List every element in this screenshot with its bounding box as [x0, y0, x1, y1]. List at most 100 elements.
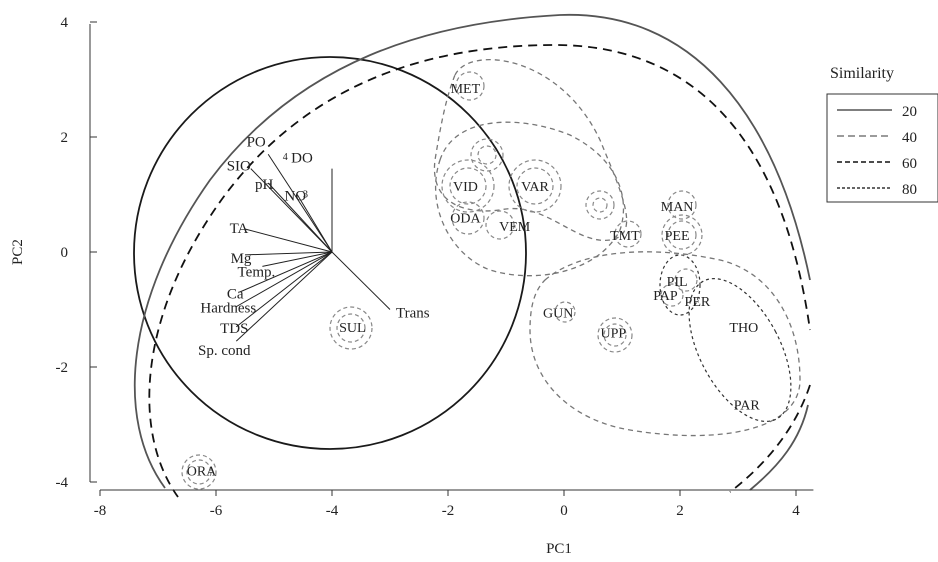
vector-label: SIO [227, 159, 251, 175]
site-upp: UPP [600, 327, 626, 342]
site-clusters [181, 71, 703, 490]
cluster-pap [660, 283, 684, 307]
y-tick-label: 2 [61, 130, 69, 146]
cluster-var [516, 167, 554, 205]
vector-label: Trans [396, 306, 430, 322]
subscript-label: 3 [303, 189, 308, 200]
legend-title: Similarity [830, 65, 894, 82]
cluster-b2 [592, 197, 608, 213]
legend-label-80: 80 [902, 182, 917, 198]
site-ora: ORA [187, 465, 217, 480]
site-oda: ODA [450, 212, 481, 227]
legend-label-60: 60 [902, 156, 917, 172]
vector-sio [250, 168, 333, 253]
cluster-upp [603, 323, 627, 347]
correlation-circle [133, 56, 527, 450]
similarity-contours [133, 14, 811, 498]
cluster-upp-outer [597, 317, 633, 353]
axes: -8 -6 -4 -2 0 2 4 -4 -2 0 2 4 PC1 PC2 [10, 15, 814, 557]
vector-mg [244, 251, 333, 256]
cluster-pee [667, 220, 697, 250]
contour-40-upper [433, 58, 628, 241]
vector-label: Hardness [200, 301, 256, 317]
vector-spcond [235, 251, 333, 342]
site-pap: PAP [653, 289, 678, 304]
vector-trans [331, 251, 391, 310]
y-axis-label: PC2 [10, 239, 26, 265]
cluster-vid-outer [441, 159, 495, 213]
x-tick-label: -4 [326, 503, 339, 519]
cluster-vem [485, 210, 515, 240]
vector-tds [235, 251, 333, 328]
vector-label: DO [291, 151, 313, 167]
site-tho: THO [729, 321, 758, 336]
contour-40-mid [435, 121, 625, 277]
cluster-man [667, 190, 697, 220]
contour-60 [148, 44, 811, 498]
site-pil: PIL [667, 275, 688, 290]
y-tick-label: -2 [56, 360, 69, 376]
cluster-met [455, 71, 485, 101]
y-tick-label: -4 [56, 475, 69, 491]
cluster-a2 [477, 145, 497, 165]
cluster-ora [186, 459, 212, 485]
y-tick-label: 0 [61, 245, 69, 261]
site-tmt: TMT [610, 229, 640, 244]
cluster-sul [336, 313, 366, 343]
vector-ca [239, 251, 333, 293]
cluster-vid [449, 167, 487, 205]
vector-ta [244, 228, 333, 253]
vector-label: Ca [227, 286, 244, 302]
contour-80-pil [659, 254, 701, 316]
x-tick-label: 4 [792, 503, 800, 519]
vector-label: TA [230, 221, 249, 237]
x-tick-label: -6 [210, 503, 223, 519]
contour-80-par [688, 278, 792, 422]
cluster-ora-outer [181, 454, 217, 490]
legend: Similarity 20 40 60 80 [826, 65, 938, 203]
vector-label: Sp. cond [198, 343, 251, 359]
x-axis-label: PC1 [546, 541, 572, 557]
vector-temp [262, 251, 333, 267]
legend-box [826, 93, 938, 203]
site-vid: VID [453, 180, 478, 195]
cluster-sul-outer [329, 306, 373, 350]
vector-label: TDS [220, 321, 248, 337]
cluster-var-outer [508, 159, 562, 213]
site-per: PER [685, 295, 711, 310]
site-gun: GUN [543, 306, 573, 321]
site-met: MET [451, 82, 481, 97]
site-var: VAR [521, 180, 549, 195]
contour-40-lower [529, 251, 801, 437]
cluster-a1 [470, 138, 504, 172]
cluster-pee-outer [661, 214, 703, 256]
vector-label: Temp. [238, 264, 276, 280]
vector-label: Mg [231, 251, 252, 267]
y-tick-label: 4 [61, 15, 69, 31]
x-tick-label: 0 [560, 503, 568, 519]
site-sul: SUL [339, 321, 365, 336]
cluster-b1 [585, 190, 615, 220]
cluster-oda [451, 201, 485, 235]
site-man: MAN [661, 200, 694, 215]
x-tick-label: -2 [442, 503, 455, 519]
vector-hardness [236, 251, 333, 308]
site-pee: PEE [665, 229, 690, 244]
vector-label: PO [247, 134, 266, 150]
vector-label: pH [255, 177, 274, 193]
legend-label-40: 40 [902, 130, 917, 146]
subscript-label: 4 [283, 152, 288, 163]
vector-po [267, 153, 333, 253]
cluster-gun [554, 301, 576, 323]
x-tick-label: 2 [676, 503, 684, 519]
contour-20 [133, 14, 811, 491]
x-tick-label: -8 [94, 503, 107, 519]
vector-label: NO [284, 189, 306, 205]
cluster-tmt [614, 220, 642, 248]
site-par: PAR [734, 398, 761, 413]
cluster-pil [674, 268, 698, 292]
site-vem: VEM [499, 220, 531, 235]
